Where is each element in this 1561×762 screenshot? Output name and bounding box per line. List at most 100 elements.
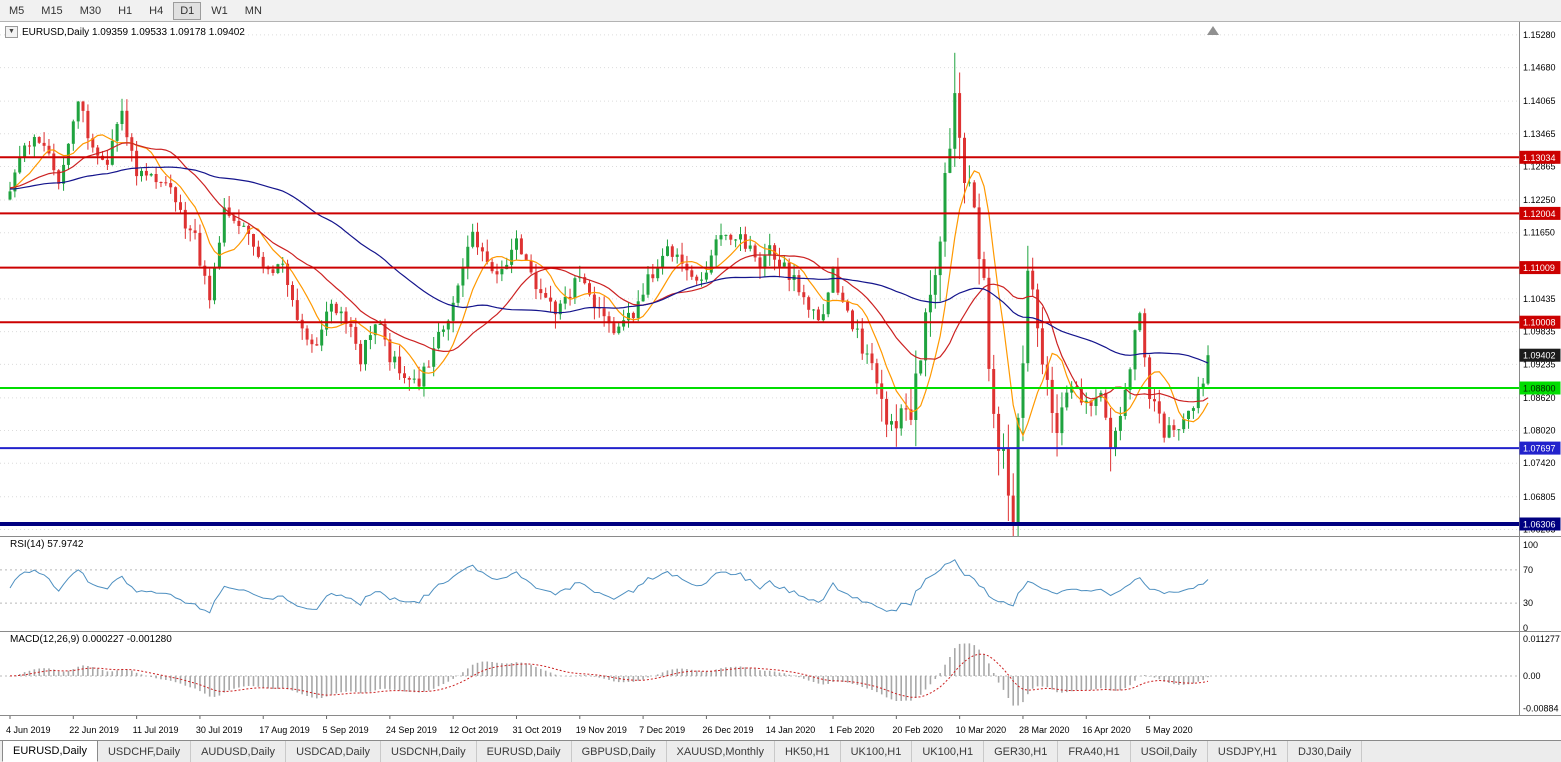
date-axis-label: 22 Jun 2019 xyxy=(69,725,119,735)
date-axis-label: 10 Mar 2020 xyxy=(956,725,1007,735)
timeframe-button-m5[interactable]: M5 xyxy=(9,4,25,17)
level-price-box xyxy=(1519,315,1561,329)
date-axis-label: 5 May 2020 xyxy=(1146,725,1193,735)
date-axis-label: 20 Feb 2020 xyxy=(892,725,943,735)
candles-group xyxy=(8,52,1210,536)
price-axis-label: 1.08620 xyxy=(1523,393,1556,403)
timeframe-button-h1[interactable]: H1 xyxy=(118,4,133,17)
price-axis-label: 1.06805 xyxy=(1523,492,1556,502)
price-axis-label: 1.14065 xyxy=(1523,96,1556,106)
level-price-text: 1.11009 xyxy=(1523,263,1555,273)
chart-tab-ger30-h1[interactable]: GER30,H1 xyxy=(984,741,1059,762)
moving-average-55-line xyxy=(9,166,1209,364)
chart-tab-usdcnh-daily[interactable]: USDCNH,Daily xyxy=(381,741,477,762)
timeframe-button-m15[interactable]: M15 xyxy=(41,4,63,17)
level-price-text: 1.06306 xyxy=(1523,519,1556,529)
chart-tab-eurusd-daily[interactable]: EURUSD,Daily xyxy=(2,740,98,762)
timeframe-toolbar: M5 M15 M30 H1 H4 D1 W1 MN xyxy=(0,0,1561,22)
level-price-box xyxy=(1519,441,1561,455)
price-gridlines xyxy=(0,34,1519,530)
timeframe-button-mn[interactable]: MN xyxy=(244,4,262,17)
chart-tabbar: EURUSD,Daily USDCHF,Daily AUDUSD,Daily USDC… xyxy=(0,740,1561,762)
date-axis-label: 4 Jun 2019 xyxy=(6,725,51,735)
date-axis-label: 31 Oct 2019 xyxy=(512,725,561,735)
rsi-indicator-label: RSI(14) 57.9742 xyxy=(8,539,86,550)
timeframe-button-w1[interactable]: W1 xyxy=(211,4,228,17)
chart-tab-usdjpy-h1[interactable]: USDJPY,H1 xyxy=(1208,741,1289,762)
level-price-box xyxy=(1519,150,1561,164)
chart-tab-usdcad-daily[interactable]: USDCAD,Daily xyxy=(286,741,382,762)
current-price-text: 1.09402 xyxy=(1523,351,1556,361)
price-axis-label: 1.07420 xyxy=(1523,458,1556,468)
macd-histogram xyxy=(9,643,1209,706)
level-price-text: 1.13034 xyxy=(1523,153,1556,163)
rsi-scale-label: 100 xyxy=(1523,540,1538,550)
current-price-box xyxy=(1519,348,1561,362)
moving-average-21-line xyxy=(9,142,1209,403)
chart-tab-fra40-h1[interactable]: FRA40,H1 xyxy=(1058,741,1131,762)
chart-tab-usoil-daily[interactable]: USOil,Daily xyxy=(1131,741,1208,762)
date-axis-label: 14 Jan 2020 xyxy=(766,725,816,735)
price-axis-label: 1.11650 xyxy=(1523,228,1555,238)
price-axis: 1.15280 1.14680 1.14065 1.13465 1.12865 1.122… xyxy=(1519,30,1561,714)
timeframe-button-h4[interactable]: H4 xyxy=(149,4,164,17)
level-price-text: 1.12004 xyxy=(1523,209,1556,219)
date-axis-label: 30 Jul 2019 xyxy=(196,725,243,735)
chart-tab-xauusd-monthly[interactable]: XAUUSD,Monthly xyxy=(667,741,775,762)
chart-title-text: EURUSD,Daily 1.09359 1.09533 1.09178 1.0… xyxy=(21,26,245,38)
rsi-line xyxy=(9,559,1209,614)
level-price-box xyxy=(1519,206,1561,220)
chart-tab-usdchf-daily[interactable]: USDCHF,Daily xyxy=(98,741,192,762)
level-price-text: 1.08800 xyxy=(1523,384,1556,394)
date-axis-label: 11 Jul 2019 xyxy=(133,725,179,735)
level-price-box xyxy=(1519,517,1561,531)
date-axis-label: 16 Apr 2020 xyxy=(1082,725,1131,735)
date-axis-label: 1 Feb 2020 xyxy=(829,725,875,735)
date-axis-label: 19 Nov 2019 xyxy=(576,725,627,735)
price-axis-label: 1.12865 xyxy=(1523,161,1556,171)
macd-scale-label: 0.011277 xyxy=(1523,634,1560,644)
chart-tab-audusd-daily[interactable]: AUDUSD,Daily xyxy=(191,741,287,762)
chart-window: 1.15280 1.14680 1.14065 1.13465 1.12865 1.122… xyxy=(0,22,1561,740)
symbol-dropdown-icon[interactable]: ▼ xyxy=(5,26,18,38)
macd-scale-label: -0.00884 xyxy=(1523,704,1559,714)
price-axis-label: 1.09235 xyxy=(1523,359,1556,369)
rsi-scale-label: 30 xyxy=(1523,598,1533,608)
level-price-text: 1.10008 xyxy=(1523,318,1556,328)
timeframe-button-d1[interactable]: D1 xyxy=(173,1,202,20)
date-axis: 4 Jun 2019 22 Jun 2019 11 Jul 2019 30 Jul 2… xyxy=(6,716,1193,735)
date-axis-label: 17 Aug 2019 xyxy=(259,725,310,735)
rsi-scale-label: 0 xyxy=(1523,623,1528,633)
price-axis-label: 1.09835 xyxy=(1523,327,1556,337)
chart-shift-marker-icon[interactable] xyxy=(1207,26,1219,35)
date-axis-label: 5 Sep 2019 xyxy=(323,725,369,735)
level-price-box xyxy=(1519,261,1561,275)
chart-canvas[interactable]: 1.15280 1.14680 1.14065 1.13465 1.12865 1.122… xyxy=(0,22,1561,740)
date-axis-label: 28 Mar 2020 xyxy=(1019,725,1070,735)
level-price-box xyxy=(1519,381,1561,395)
date-axis-label: 26 Dec 2019 xyxy=(702,725,753,735)
price-axis-label: 1.12250 xyxy=(1523,195,1556,205)
price-axis-label: 1.08020 xyxy=(1523,426,1556,436)
chart-title: ▼ EURUSD,Daily 1.09359 1.09533 1.09178 1… xyxy=(5,26,245,38)
chart-tab-hk50-h1[interactable]: HK50,H1 xyxy=(775,741,841,762)
price-axis-label: 1.15280 xyxy=(1523,30,1556,40)
chart-tab-gbpusd-daily[interactable]: GBPUSD,Daily xyxy=(572,741,667,762)
chart-tab-uk100-h1[interactable]: UK100,H1 xyxy=(841,741,913,762)
macd-signal-line xyxy=(9,653,1209,698)
date-axis-label: 12 Oct 2019 xyxy=(449,725,498,735)
chart-tab-uk100-h1[interactable]: UK100,H1 xyxy=(912,741,985,762)
macd-scale-label: 0.00 xyxy=(1523,671,1541,681)
timeframe-button-m30[interactable]: M30 xyxy=(79,4,102,17)
price-axis-label: 1.14680 xyxy=(1523,63,1556,73)
level-price-text: 1.07697 xyxy=(1523,444,1556,454)
macd-indicator-label: MACD(12,26,9) 0.000227 -0.001280 xyxy=(8,634,174,645)
price-axis-label: 1.13465 xyxy=(1523,129,1556,139)
date-axis-label: 7 Dec 2019 xyxy=(639,725,685,735)
rsi-scale-label: 70 xyxy=(1523,565,1533,575)
date-axis-label: 24 Sep 2019 xyxy=(386,725,437,735)
moving-average-8-line xyxy=(9,134,1209,438)
chart-tab-dj30-daily[interactable]: DJ30,Daily xyxy=(1288,741,1363,762)
price-axis-label: 1.10435 xyxy=(1523,294,1556,304)
chart-tab-eurusd-daily[interactable]: EURUSD,Daily xyxy=(477,741,572,762)
